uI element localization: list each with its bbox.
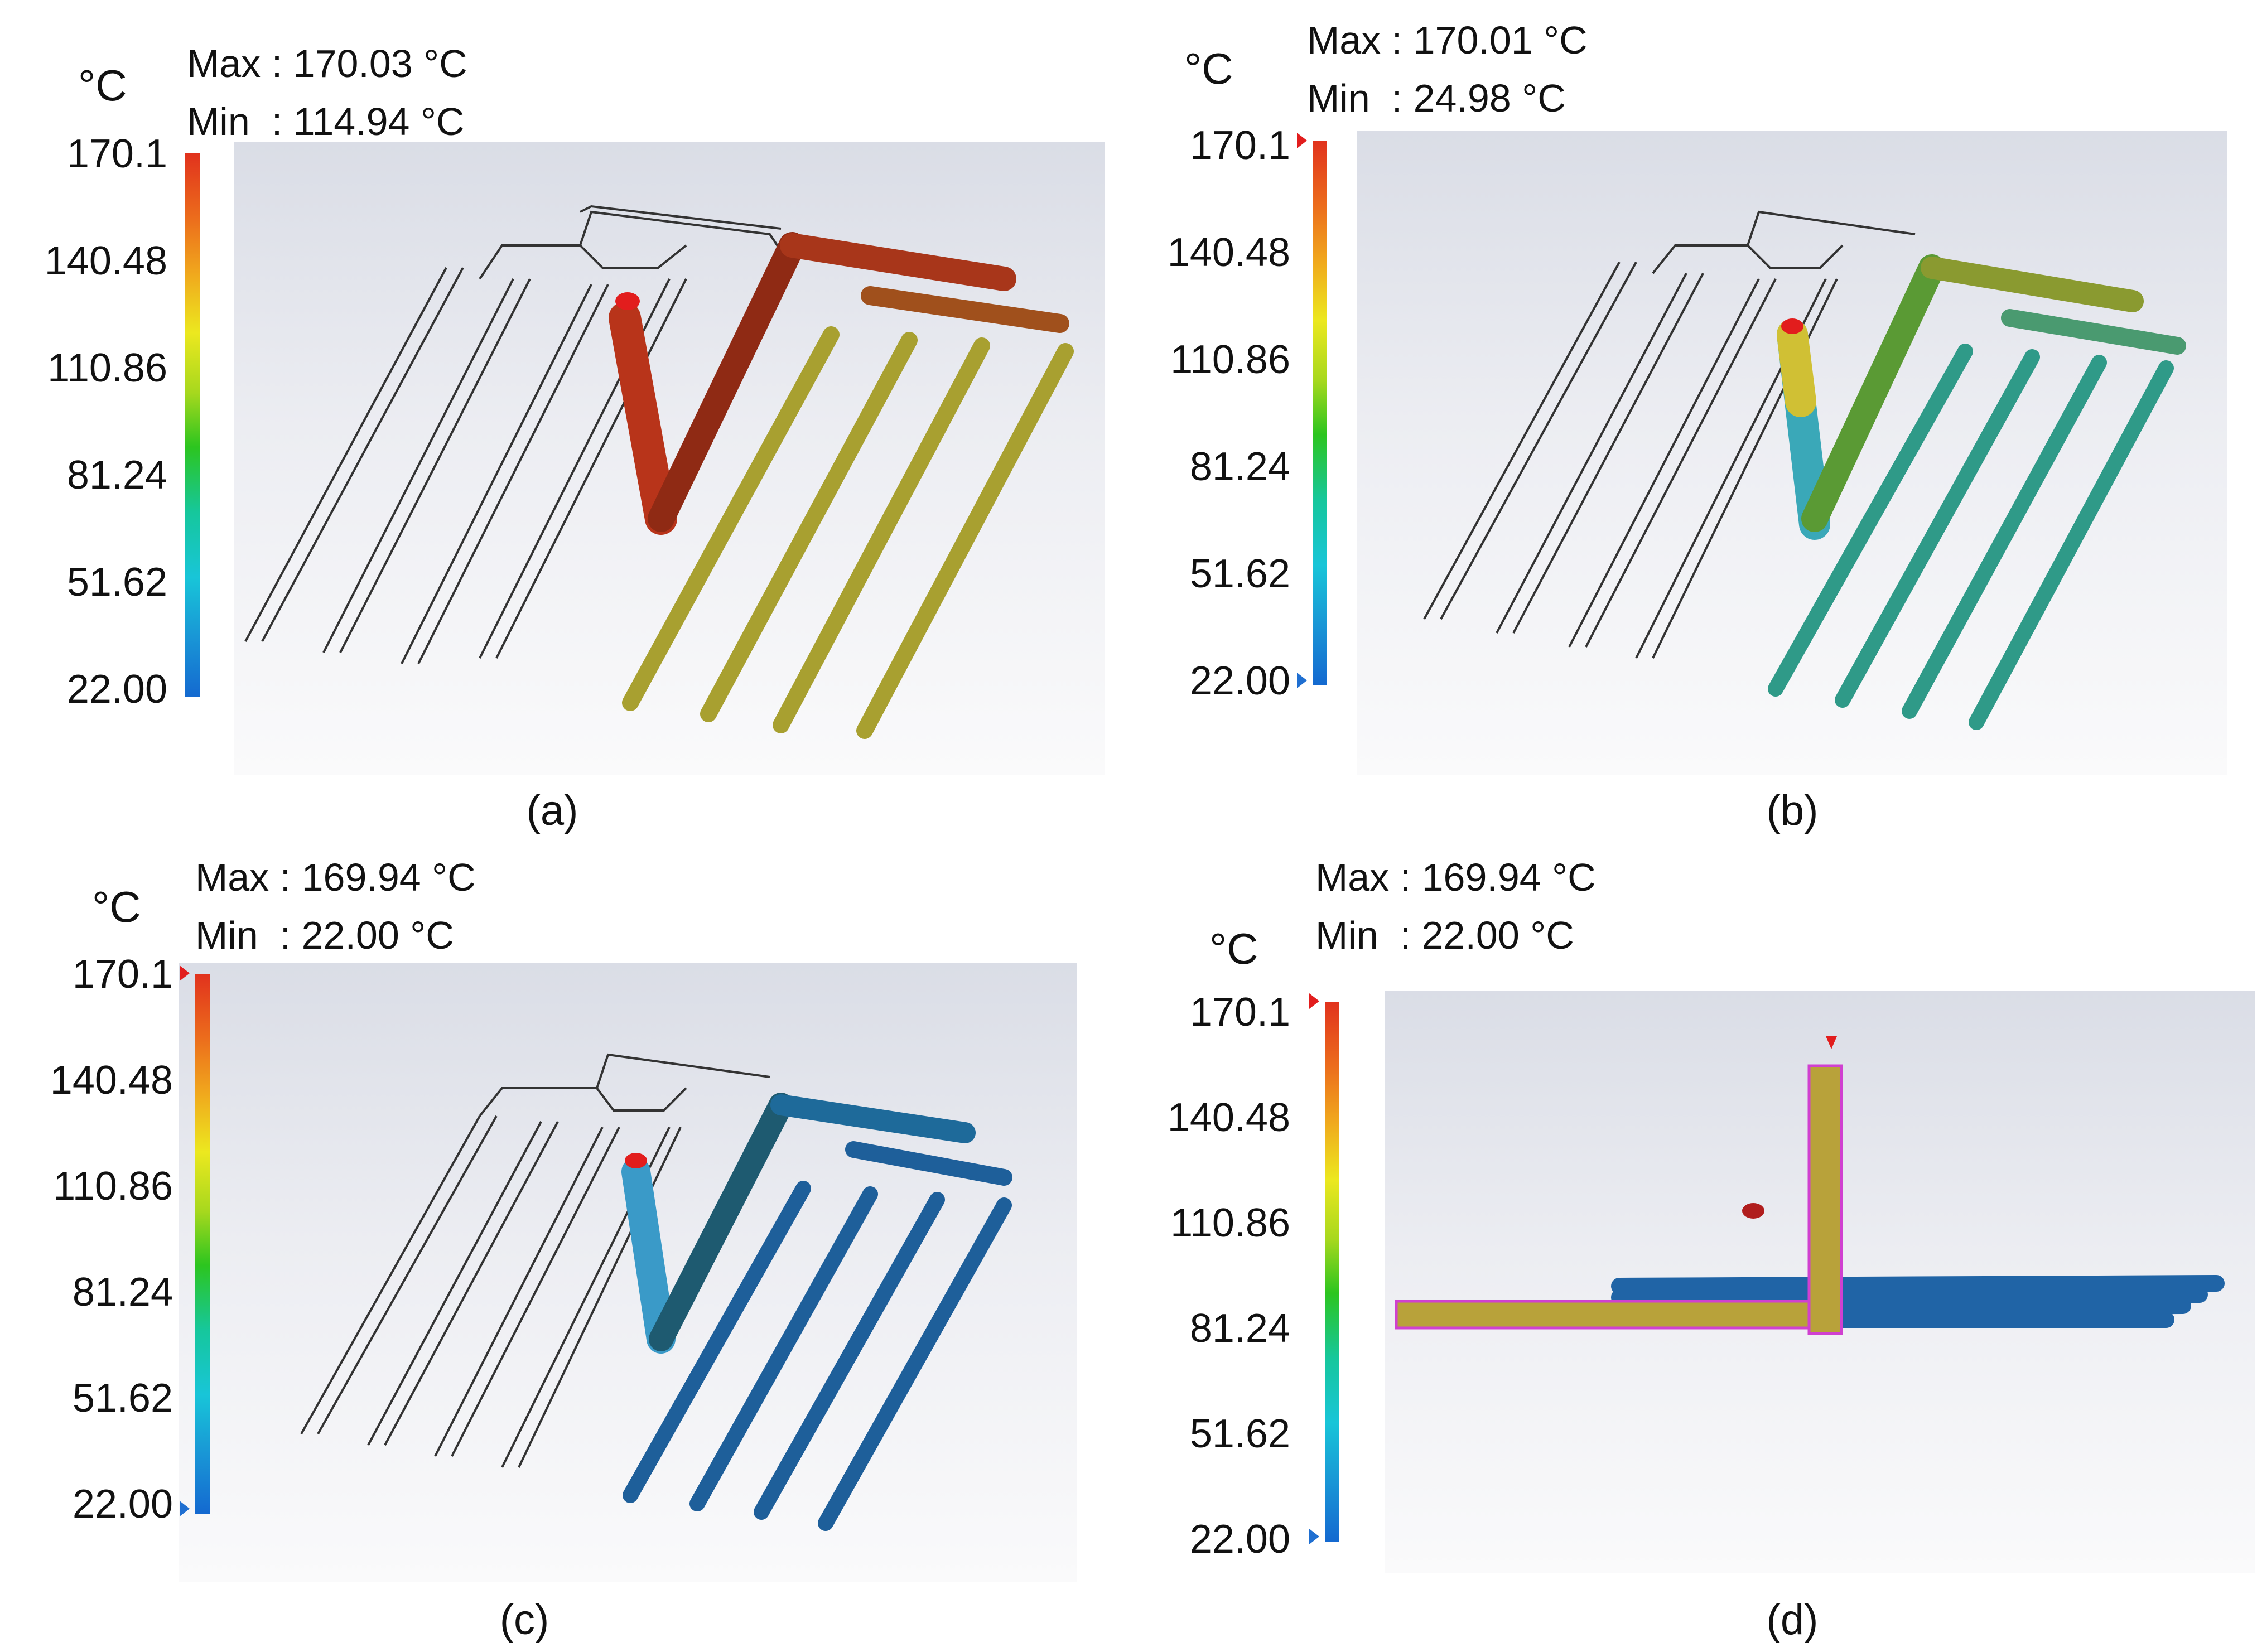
min-temperature: Min : 114.94 °C (187, 100, 465, 143)
inlet-marker (1781, 318, 1803, 334)
unit-label: °C (78, 61, 127, 110)
panel-label: (a) (526, 787, 578, 834)
panel-a: °C Max : 170.03 °C Min : 114.94 °C 170.1… (0, 0, 1128, 834)
temperature-range: Max : 169.94 °C Min : 22.00 °C (1315, 848, 1596, 964)
panel-c: °C Max : 169.94 °C Min : 22.00 °C 170.1 … (0, 826, 1128, 1652)
panel-b: °C Max : 170.01 °C Min : 24.98 °C 170.1 … (1128, 0, 2257, 834)
scale-tick: 22.00 (1189, 1517, 1290, 1562)
scale-tick: 51.62 (1189, 552, 1290, 596)
color-scale-bar (185, 153, 200, 697)
inlet-marker (615, 292, 640, 310)
panel-label: (b) (1766, 787, 1819, 834)
min-temperature: Min : 22.00 °C (1315, 914, 1574, 957)
max-temperature: Max : 169.94 °C (195, 856, 476, 899)
scale-min-marker (180, 1501, 190, 1516)
color-scale-bar (195, 974, 210, 1514)
scale-tick: 81.24 (72, 1270, 173, 1315)
scale-tick: 140.48 (44, 239, 167, 283)
temperature-range: Max : 170.01 °C Min : 24.98 °C (1307, 11, 1588, 127)
panel-d: °C Max : 169.94 °C Min : 22.00 °C 170.1 … (1128, 826, 2257, 1652)
temperature-range: Max : 170.03 °C Min : 114.94 °C (187, 35, 467, 151)
scale-tick: 110.86 (47, 346, 167, 390)
filled-rods (623, 1181, 1012, 1531)
unit-label: °C (92, 882, 141, 931)
unit-label: °C (1184, 44, 1233, 93)
scale-max-marker (180, 965, 190, 981)
scale-tick: 22.00 (66, 667, 167, 712)
scale-tick: 81.24 (66, 453, 167, 497)
filled-runner (1395, 1064, 1843, 1335)
scale-tick: 140.48 (1167, 230, 1290, 275)
scale-tick: 170.1 (72, 952, 173, 997)
scale-max-marker (1297, 133, 1307, 148)
scale-min-marker (1297, 673, 1307, 688)
runner-model-c (300, 1053, 1012, 1531)
scale-tick: 110.86 (1170, 337, 1290, 382)
model-viewport (234, 142, 1105, 775)
scale-tick: 140.48 (1167, 1095, 1290, 1140)
model-viewport (179, 963, 1077, 1582)
scale-tick: 22.00 (72, 1482, 173, 1527)
unit-label: °C (1209, 924, 1258, 973)
unfilled-outline (1423, 210, 1916, 659)
scale-tick: 51.62 (66, 560, 167, 605)
panel-label: (d) (1766, 1596, 1819, 1644)
max-temperature: Max : 170.03 °C (187, 42, 467, 85)
scale-tick: 110.86 (1170, 1201, 1290, 1245)
inlet-marker (625, 1153, 647, 1168)
min-temperature: Min : 24.98 °C (1307, 76, 1566, 120)
scale-tick: 170.1 (1189, 123, 1290, 168)
scale-tick: 170.1 (66, 132, 167, 176)
scale-tick: 51.62 (72, 1376, 173, 1421)
filled-runner (621, 1093, 1012, 1354)
filled-runner (609, 232, 1069, 535)
scale-tick: 51.62 (1189, 1412, 1290, 1456)
scale-tick: 110.86 (53, 1164, 173, 1209)
filled-rods (1768, 344, 2174, 730)
runner-model-a (244, 205, 1074, 739)
max-temperature: Max : 169.94 °C (1315, 856, 1596, 899)
color-scale-bar (1313, 141, 1327, 685)
scale-tick: 81.24 (1189, 1306, 1290, 1351)
filled-runner (1777, 254, 2186, 540)
scale-tick: 140.48 (50, 1058, 173, 1103)
filled-rods (622, 326, 1074, 739)
panel-label: (c) (499, 1596, 549, 1644)
unfilled-outline (244, 205, 782, 664)
scale-tick: 22.00 (1189, 659, 1290, 703)
runner-model-d (1395, 1036, 2225, 1335)
scale-max-marker (1309, 993, 1319, 1009)
flow-front-marker (1742, 1203, 1764, 1219)
runner-model-b (1423, 210, 2186, 730)
scale-tick: 170.1 (1189, 990, 1290, 1035)
scale-min-marker (1309, 1529, 1319, 1544)
inlet-marker (1826, 1036, 1837, 1049)
temperature-range: Max : 169.94 °C Min : 22.00 °C (195, 848, 476, 964)
max-temperature: Max : 170.01 °C (1307, 18, 1588, 62)
min-temperature: Min : 22.00 °C (195, 914, 454, 957)
scale-tick: 81.24 (1189, 445, 1290, 489)
color-scale-bar (1325, 1002, 1339, 1542)
